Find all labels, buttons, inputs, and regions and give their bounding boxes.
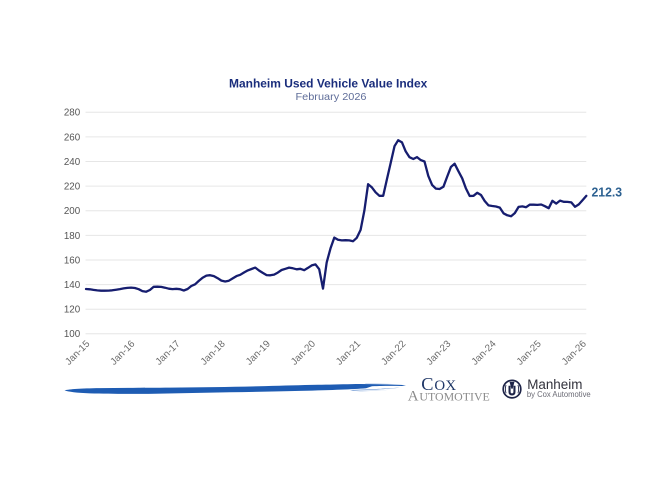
- svg-text:212.3: 212.3: [592, 185, 623, 200]
- svg-text:February 2026: February 2026: [296, 92, 367, 103]
- svg-text:240: 240: [64, 157, 81, 168]
- svg-text:180: 180: [64, 231, 81, 242]
- svg-text:COX: COX: [421, 374, 456, 394]
- svg-text:by Cox Automotive: by Cox Automotive: [527, 390, 591, 399]
- svg-text:280: 280: [64, 108, 81, 119]
- svg-text:Manheim Used Vehicle Value Ind: Manheim Used Vehicle Value Index: [229, 76, 428, 90]
- svg-text:AUTOMOTIVE: AUTOMOTIVE: [408, 389, 490, 405]
- svg-text:260: 260: [64, 132, 81, 143]
- svg-text:120: 120: [64, 305, 81, 316]
- svg-text:200: 200: [64, 206, 81, 217]
- svg-text:220: 220: [64, 182, 81, 193]
- svg-text:100: 100: [64, 329, 81, 340]
- svg-text:Manheim: Manheim: [527, 377, 582, 393]
- svg-text:160: 160: [64, 255, 81, 266]
- svg-text:140: 140: [64, 280, 81, 291]
